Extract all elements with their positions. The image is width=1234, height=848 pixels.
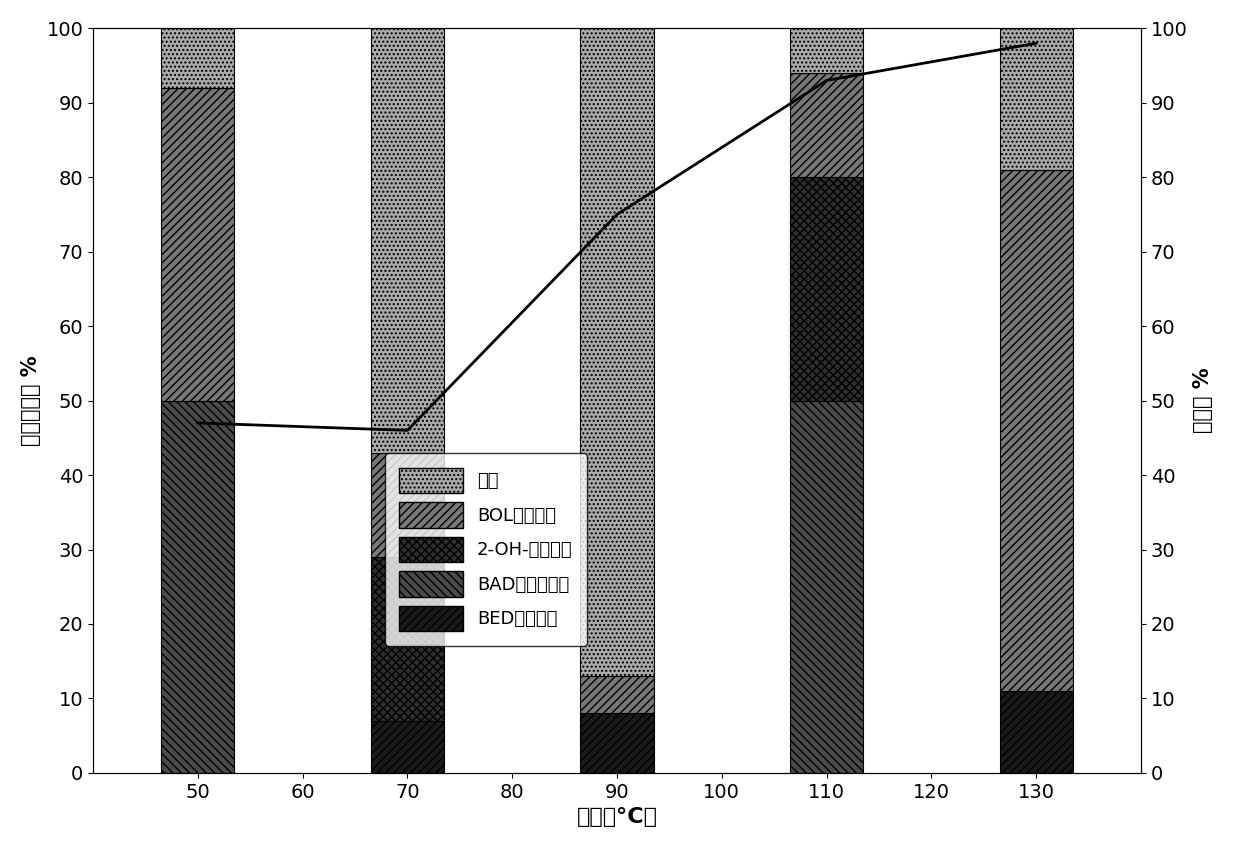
Bar [790,73,864,177]
Bar [1000,170,1072,691]
Bar [580,676,654,713]
Bar [370,557,444,721]
Y-axis label: 转化率 %: 转化率 % [1193,368,1213,433]
Bar [370,453,444,557]
Bar [790,177,864,400]
Y-axis label: 产物选择性 %: 产物选择性 % [21,355,41,446]
Bar [790,28,864,73]
X-axis label: 温度（°C）: 温度（°C） [576,807,658,827]
Legend: 其他, BOL（丁醇）, 2-OH-四氢呋喃, BAD（丁二醇）, BED（炔醇）: 其他, BOL（丁醇）, 2-OH-四氢呋喃, BAD（丁二醇）, BED（炔醇… [385,453,587,646]
Bar [162,88,234,400]
Bar [580,28,654,676]
Bar [370,721,444,773]
Bar [370,28,444,453]
Bar [790,400,864,773]
Bar [162,400,234,773]
Bar [1000,691,1072,773]
Bar [162,28,234,88]
Bar [580,713,654,773]
Bar [1000,28,1072,170]
